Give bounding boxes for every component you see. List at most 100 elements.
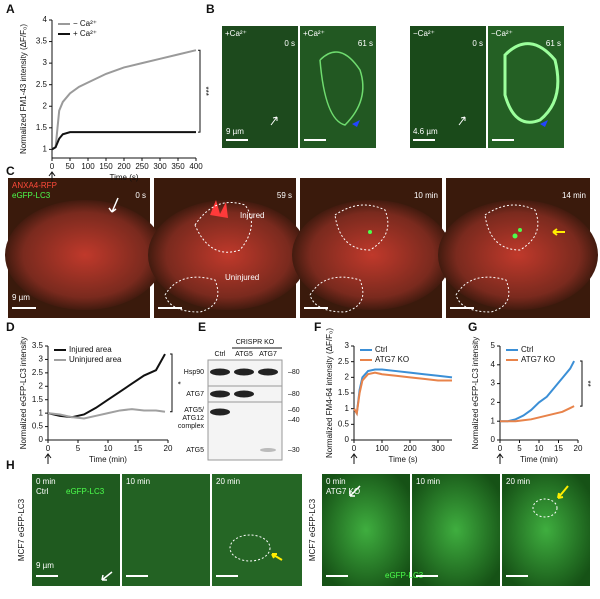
arrow	[350, 453, 358, 464]
marker: –30	[288, 447, 300, 454]
legend-label: ATG7 KO	[521, 355, 555, 364]
group-label: ATG7 KO	[326, 487, 360, 496]
micrograph	[32, 474, 120, 586]
marker: –80	[288, 369, 300, 376]
marker: –40	[288, 417, 300, 424]
micrograph	[222, 26, 298, 148]
time: 61 s	[358, 39, 373, 48]
x-tick-label: 15	[554, 444, 563, 453]
y-tick-label: 2	[345, 372, 350, 381]
y-tick-label: 5	[491, 341, 496, 350]
row-label: Hsp90	[184, 369, 204, 376]
time: 0 s	[284, 39, 295, 48]
x-axis-label: Time (min)	[89, 455, 127, 464]
marker: 30	[292, 447, 300, 454]
scale-label: 9 µm	[12, 293, 30, 302]
y-tick-label: 3	[43, 58, 48, 67]
x-tick-label: 10	[104, 444, 113, 453]
x-tick-label: 100	[81, 162, 95, 171]
micrograph	[212, 474, 302, 586]
time: 61 s	[546, 39, 561, 48]
marker: 80	[292, 391, 300, 398]
scale-label: 4.6 µm	[413, 127, 438, 136]
x-axis-label: Time (min)	[520, 455, 558, 464]
x-axis-label: Time (s)	[388, 455, 417, 464]
time: 14 min	[562, 191, 586, 200]
x-tick-label: 100	[375, 444, 389, 453]
arrow	[44, 453, 52, 464]
micrograph	[410, 26, 486, 148]
channel-label: eGFP-LC3	[385, 571, 424, 580]
y-tick-label: 0	[39, 435, 44, 444]
legend-label: + Ca²⁺	[73, 29, 97, 38]
marker: 40	[292, 417, 300, 424]
y-tick-label: 3.5	[36, 37, 48, 46]
panel-letter: A	[6, 2, 15, 16]
y-tick-label: 3	[39, 355, 44, 364]
x-tick-label: 300	[431, 444, 445, 453]
y-axis-label: Normalized FM4-64 intensity (ΔF/F₀)	[325, 328, 334, 458]
marker: –60	[288, 407, 300, 414]
panel-h: 0 min Ctrl eGFP-LC3 10 min 20 min 9 µm 0…	[32, 474, 590, 586]
x-tick-label: 0	[352, 444, 357, 453]
x-tick-label: 300	[153, 162, 167, 171]
marker: –80	[288, 391, 300, 398]
y-tick-label: 1.5	[338, 388, 350, 397]
y-tick-label: 2.5	[32, 368, 44, 377]
time: 0 min	[326, 477, 346, 486]
significance: *	[173, 381, 182, 384]
bracket	[198, 49, 201, 133]
row-label: MCF7 eGFP-LC3	[17, 498, 26, 561]
time: 0 min	[36, 477, 56, 486]
x-tick-label: 200	[117, 162, 131, 171]
row-label: ATG7	[186, 391, 204, 398]
marker: 60	[292, 407, 300, 414]
panel-letter: C	[6, 164, 15, 178]
panel-letter: E	[198, 320, 206, 334]
x-tick-label: 5	[517, 444, 522, 453]
y-axis-label: Normalized FM1-43 intensity (ΔF/F₀)	[19, 24, 28, 154]
marker: 80	[292, 369, 300, 376]
lane-label: ATG5	[235, 351, 253, 358]
y-tick-label: 1.5	[32, 395, 44, 404]
y-axis-label: Normalized eGFP-LC3 intensity	[19, 337, 28, 449]
significance: ***	[201, 86, 210, 95]
y-tick-label: 1	[39, 408, 44, 417]
micrograph	[488, 26, 564, 148]
row-label: ATG5	[186, 447, 204, 454]
channel-label: eGFP-LC3	[66, 487, 105, 496]
y-tick-label: 0	[491, 435, 496, 444]
micrograph	[122, 474, 210, 586]
y-tick-label: 1	[491, 416, 496, 425]
row-label: ATG5/	[184, 407, 204, 414]
time: 20 min	[506, 477, 530, 486]
time: 0 s	[135, 191, 146, 200]
y-tick-label: 3	[491, 379, 496, 388]
x-tick-label: 50	[66, 162, 75, 171]
time: 20 min	[216, 477, 240, 486]
x-tick-label: 400	[189, 162, 203, 171]
panel-letter: H	[6, 458, 15, 472]
y-tick-label: 3.5	[32, 341, 44, 350]
series-line	[51, 49, 197, 151]
time: 10 min	[126, 477, 150, 486]
series-line	[353, 371, 452, 417]
x-tick-label: 5	[76, 444, 81, 453]
x-tick-label: 200	[403, 444, 417, 453]
lane-label: ATG7	[259, 351, 277, 358]
significance: **	[583, 380, 592, 386]
series-line	[500, 360, 575, 423]
time: 59 s	[277, 191, 292, 200]
y-tick-label: 2	[39, 381, 44, 390]
panel-c: ANXA4-RFP eGFP-LC3 0 s 59 s 10 min 14 mi…	[5, 178, 598, 318]
arrow	[496, 453, 504, 464]
y-tick-label: 2	[43, 101, 48, 110]
blot-header: CRISPR KO	[236, 339, 275, 346]
row-label: ATG12	[182, 415, 204, 422]
x-axis-label: Time (s)	[109, 173, 138, 182]
row-label: MCF7 eGFP-LC3	[308, 498, 317, 561]
region-label: Uninjured	[225, 273, 259, 282]
y-tick-label: 2	[491, 398, 496, 407]
y-tick-label: 4	[43, 15, 48, 24]
